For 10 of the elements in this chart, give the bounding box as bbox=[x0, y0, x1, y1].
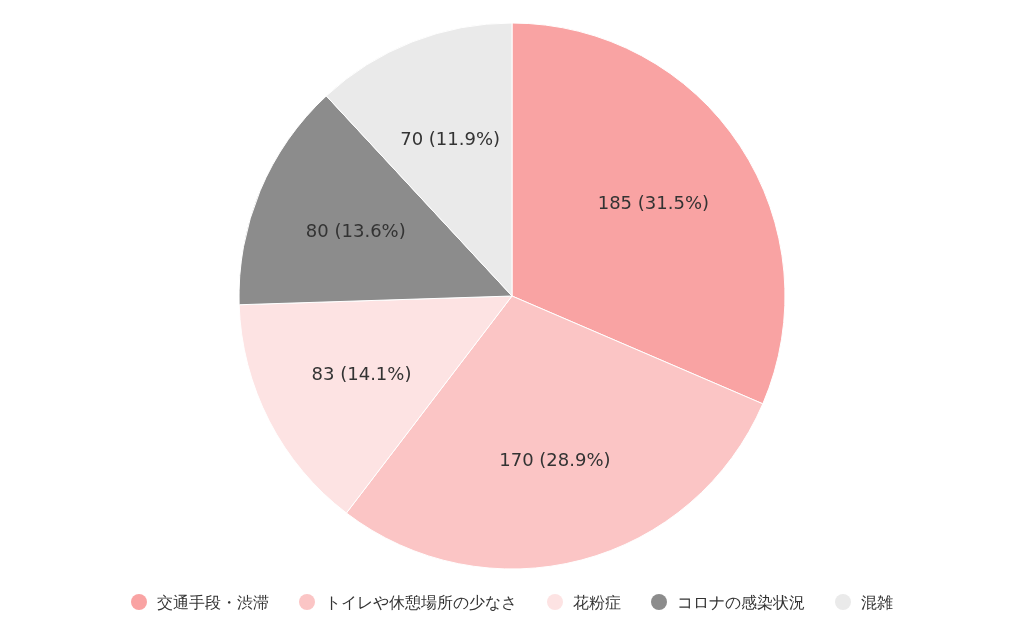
legend-label: 交通手段・渋滞 bbox=[157, 592, 269, 612]
legend-label: トイレや休憩場所の少なさ bbox=[325, 592, 517, 612]
data-label: 70 (11.9%) bbox=[400, 127, 501, 149]
data-label: 170 (28.9%) bbox=[499, 449, 611, 471]
legend-label: 混雑 bbox=[861, 592, 893, 612]
legend-label: 花粉症 bbox=[573, 592, 621, 612]
data-label: 83 (14.1%) bbox=[311, 362, 412, 384]
legend-label: コロナの感染状況 bbox=[677, 592, 805, 612]
data-label: 80 (13.6%) bbox=[305, 220, 406, 242]
data-label: 185 (31.5%) bbox=[597, 192, 710, 214]
